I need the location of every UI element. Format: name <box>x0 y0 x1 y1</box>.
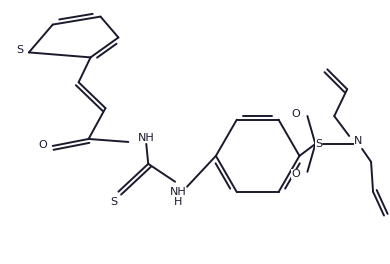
Text: O: O <box>291 109 300 119</box>
Text: O: O <box>39 140 47 150</box>
Text: O: O <box>291 169 300 179</box>
Text: NH: NH <box>170 187 186 197</box>
Text: H: H <box>174 197 182 207</box>
Text: NH: NH <box>138 133 155 143</box>
Text: S: S <box>16 45 23 55</box>
Text: S: S <box>315 139 322 149</box>
Text: S: S <box>110 197 117 207</box>
Text: N: N <box>354 136 362 146</box>
